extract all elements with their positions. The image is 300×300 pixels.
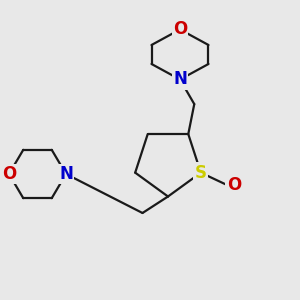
Text: S: S	[195, 164, 207, 182]
Text: O: O	[173, 20, 187, 38]
Text: O: O	[2, 165, 16, 183]
Text: N: N	[173, 70, 187, 88]
Text: O: O	[227, 176, 241, 194]
Text: N: N	[59, 165, 73, 183]
